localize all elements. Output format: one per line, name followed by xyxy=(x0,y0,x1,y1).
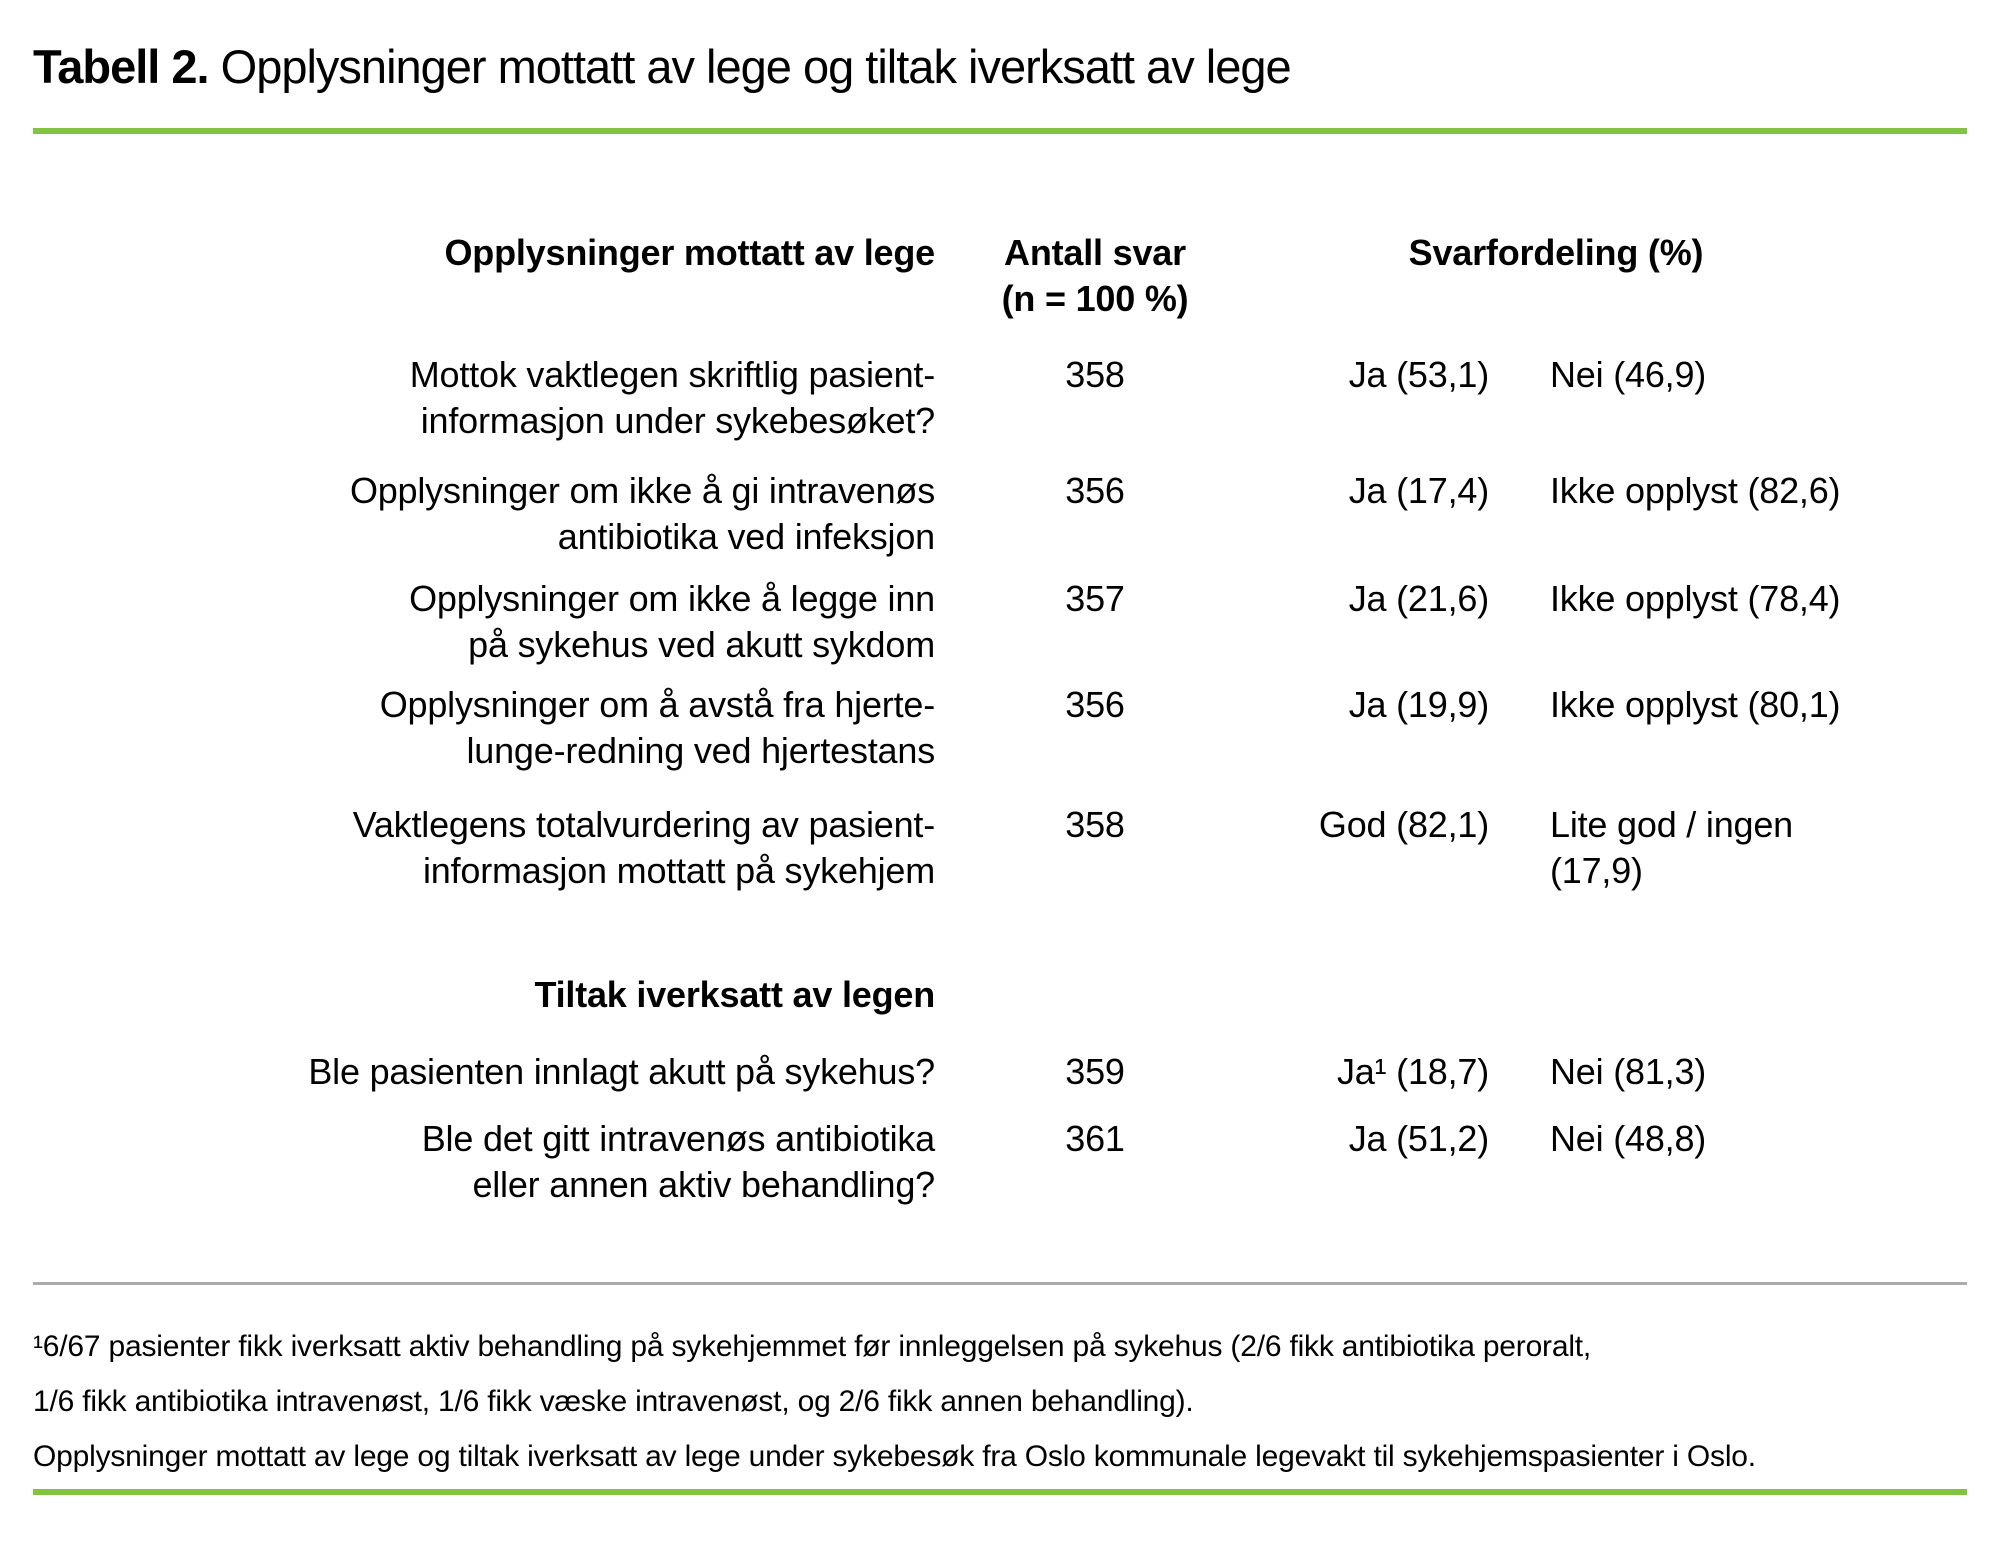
footnote-divider-rule xyxy=(33,1282,1967,1285)
n-cell: 358 xyxy=(1065,354,1125,395)
table-section-header-row: Tiltak iverksatt av legen xyxy=(33,972,1967,1018)
question-cell: Ble pasienten innlagt akutt på sykehus? xyxy=(308,1051,935,1092)
answer1-cell: Ja¹ (18,7) xyxy=(1336,1051,1489,1092)
bottom-green-rule xyxy=(33,1489,1967,1495)
table-row: Ble det gitt intravenøs antibiotika elle… xyxy=(33,1116,1967,1208)
answer2-cell: Ikke opplyst (82,6) xyxy=(1550,470,1841,511)
question-cell: Opplysninger om ikke å gi intravenøs ant… xyxy=(349,470,935,557)
answer1-cell: Ja (53,1) xyxy=(1348,354,1489,395)
page-title: Tabell 2. Opplysninger mottatt av lege o… xyxy=(33,40,1967,94)
table-row: Vaktlegens totalvurdering av pasient- in… xyxy=(33,802,1967,894)
answer1-cell: Ja (17,4) xyxy=(1348,470,1489,511)
n-cell: 356 xyxy=(1065,684,1125,725)
question-cell: Ble det gitt intravenøs antibiotika elle… xyxy=(421,1118,935,1205)
table-row: Ble pasienten innlagt akutt på sykehus? … xyxy=(33,1049,1967,1095)
table-caption: Opplysninger mottatt av lege og tiltak i… xyxy=(33,1440,1756,1473)
table-row: Opplysninger om ikke å gi intravenøs ant… xyxy=(33,468,1967,560)
answer1-cell: Ja (21,6) xyxy=(1348,578,1489,619)
footnote-text: ¹6/67 pasienter fikk iverksatt aktiv beh… xyxy=(33,1330,1592,1418)
n-cell: 359 xyxy=(1065,1051,1125,1092)
question-cell: Opplysninger om ikke å legge inn på syke… xyxy=(409,578,935,665)
question-cell: Opplysninger om å avstå fra hjerte- lung… xyxy=(379,684,935,771)
top-green-rule xyxy=(33,128,1967,134)
n-cell: 358 xyxy=(1065,804,1125,845)
answer2-cell: Nei (81,3) xyxy=(1550,1051,1707,1092)
answer2-cell: Ikke opplyst (80,1) xyxy=(1550,684,1841,725)
question-cell: Vaktlegens totalvurdering av pasient- in… xyxy=(352,804,935,891)
answer1-cell: God (82,1) xyxy=(1318,804,1489,845)
answer1-cell: Ja (19,9) xyxy=(1348,684,1489,725)
column-header-antall-svar: Antall svar (n = 100 %) xyxy=(1001,232,1189,319)
n-cell: 361 xyxy=(1065,1118,1125,1159)
section-header-tiltak: Tiltak iverksatt av legen xyxy=(534,974,935,1015)
answer2-cell: Nei (48,8) xyxy=(1550,1118,1707,1159)
n-cell: 357 xyxy=(1065,578,1125,619)
question-cell: Mottok vaktlegen skriftlig pasient- info… xyxy=(409,354,935,441)
table-row: Opplysninger om ikke å legge inn på syke… xyxy=(33,576,1967,668)
answer2-cell: Nei (46,9) xyxy=(1550,354,1707,395)
data-table: Opplysninger mottatt av lege Antall svar… xyxy=(33,230,1967,1208)
table-number-label: Tabell 2. xyxy=(33,40,210,93)
table-row: Opplysninger om å avstå fra hjerte- lung… xyxy=(33,682,1967,774)
table-header-row: Opplysninger mottatt av lege Antall svar… xyxy=(33,230,1967,322)
column-header-svarfordeling: Svarfordeling (%) xyxy=(1408,232,1704,273)
table-row: Mottok vaktlegen skriftlig pasient- info… xyxy=(33,352,1967,444)
table-title-text: Opplysninger mottatt av lege og tiltak i… xyxy=(208,40,1292,93)
answer2-cell: Lite god / ingen (17,9) xyxy=(1550,804,1793,891)
answer2-cell: Ikke opplyst (78,4) xyxy=(1550,578,1841,619)
n-cell: 356 xyxy=(1065,470,1125,511)
column-header-questions: Opplysninger mottatt av lege xyxy=(444,232,936,273)
answer1-cell: Ja (51,2) xyxy=(1348,1118,1489,1159)
